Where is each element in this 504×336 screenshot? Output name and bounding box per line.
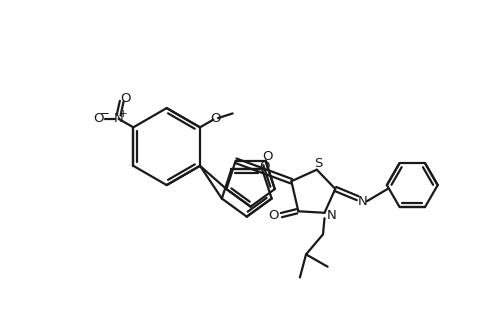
Text: O: O xyxy=(263,150,273,163)
Text: O: O xyxy=(210,112,221,125)
Text: O: O xyxy=(269,209,279,222)
Text: O: O xyxy=(120,92,131,106)
Text: O: O xyxy=(93,112,104,125)
Text: +: + xyxy=(119,109,128,119)
Text: O: O xyxy=(259,160,270,173)
Text: N: N xyxy=(327,209,336,222)
Text: N: N xyxy=(114,112,123,125)
Text: N: N xyxy=(358,195,368,208)
Text: −: − xyxy=(100,107,110,120)
Text: S: S xyxy=(314,157,323,170)
